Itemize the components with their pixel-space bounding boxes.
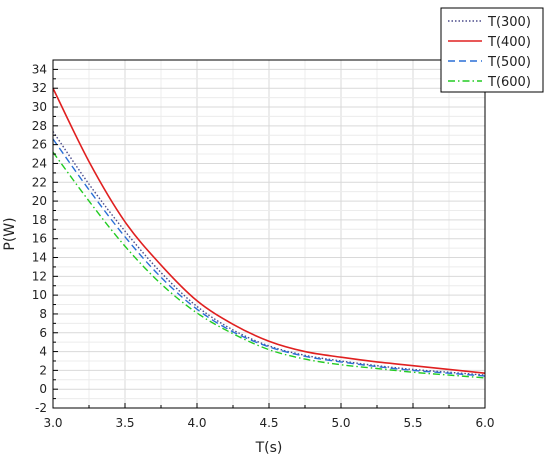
x-axis-ticks: 3.0 3.5 4.0 4.5 5.0 5.5 6.0 xyxy=(43,403,495,430)
x-tick-label: 3.0 xyxy=(43,416,62,430)
series-line-1 xyxy=(52,131,486,376)
y-tick-label: 22 xyxy=(32,175,47,189)
y-tick-label: 4 xyxy=(39,345,47,359)
x-tick-label: 5.5 xyxy=(403,416,422,430)
y-tick-label: 20 xyxy=(32,194,47,208)
grid xyxy=(52,60,486,409)
x-tick-label: 5.0 xyxy=(331,416,350,430)
series-line-2 xyxy=(52,87,486,374)
y-tick-label: 10 xyxy=(32,288,47,302)
legend: T(300) T(400) T(500) T(600) xyxy=(440,7,544,93)
y-tick-label: 8 xyxy=(39,307,47,321)
y-tick-label: 6 xyxy=(39,326,47,340)
x-tick-label: 6.0 xyxy=(475,416,494,430)
y-tick-label: 12 xyxy=(32,269,47,283)
y-tick-label: 34 xyxy=(32,62,47,76)
series-line-4 xyxy=(52,151,486,379)
y-tick-label: 0 xyxy=(39,382,47,396)
legend-label: T(600) xyxy=(487,75,531,90)
legend-label: T(300) xyxy=(487,15,531,30)
x-tick-label: 3.5 xyxy=(115,416,134,430)
x-axis-label: T(s) xyxy=(255,440,283,456)
y-tick-label: 2 xyxy=(39,363,47,377)
legend-label: T(500) xyxy=(487,55,531,70)
y-tick-label: 14 xyxy=(32,251,47,265)
y-tick-label: 30 xyxy=(32,100,47,114)
legend-box xyxy=(440,7,544,93)
legend-label: T(400) xyxy=(487,35,531,50)
series-line-3 xyxy=(52,138,486,377)
x-tick-label: 4.5 xyxy=(259,416,278,430)
series-layer xyxy=(52,87,486,379)
y-axis-label: P(W) xyxy=(2,217,18,250)
y-tick-label: 26 xyxy=(32,138,47,152)
y-tick-label: 28 xyxy=(32,119,47,133)
x-tick-label: 4.0 xyxy=(187,416,206,430)
y-tick-label: 16 xyxy=(32,232,47,246)
y-tick-label: 32 xyxy=(32,81,47,95)
y-tick-label: -2 xyxy=(35,401,47,415)
y-tick-label: 18 xyxy=(32,213,47,227)
y-tick-label: 24 xyxy=(32,156,47,170)
